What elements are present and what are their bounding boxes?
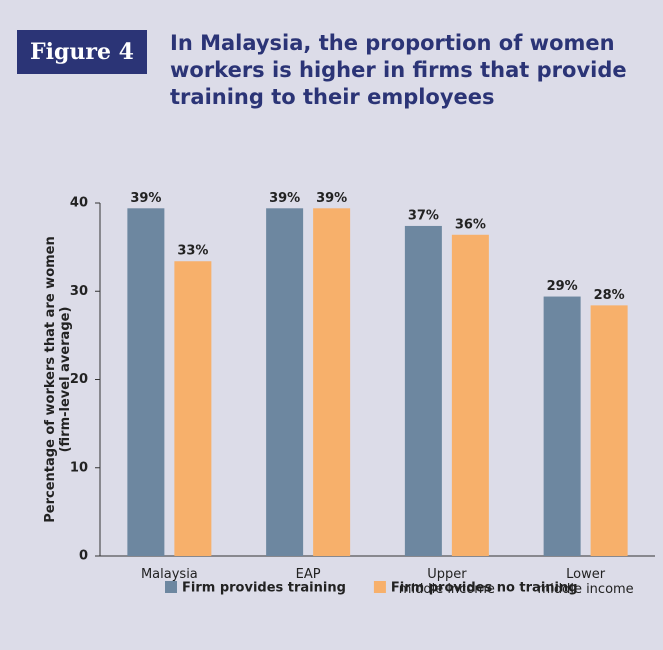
bar (266, 208, 304, 557)
value-label: 33% (177, 244, 208, 259)
bar (404, 225, 442, 556)
x-tick-label-line: Lower (566, 567, 606, 582)
bar (543, 296, 581, 556)
value-label: 39% (269, 191, 300, 206)
y-axis-label-line: Percentage of workers that are women (43, 236, 58, 523)
legend-swatch (373, 581, 386, 593)
x-tick-label-line: EAP (296, 567, 321, 582)
value-label: 37% (408, 208, 439, 223)
y-tick-label: 0 (79, 549, 88, 564)
y-tick-label: 30 (70, 284, 88, 299)
value-label: 39% (130, 191, 161, 206)
bar (127, 208, 165, 557)
y-axis-label-line: (firm-level average) (58, 307, 73, 453)
x-tick-label-line: middle income (538, 582, 634, 597)
figure-label: Figure 4 (17, 30, 147, 74)
value-label: 39% (316, 191, 347, 206)
y-tick-label: 40 (70, 196, 88, 211)
value-label: 28% (594, 288, 625, 303)
y-tick-label: 20 (70, 372, 88, 387)
x-tick-label: EAP (296, 567, 321, 582)
x-tick-label: Upper middle income (399, 567, 495, 597)
chart-title: In Malaysia, the proportion of women wor… (170, 31, 627, 109)
value-label: 29% (547, 279, 578, 294)
bar (174, 261, 212, 556)
bar (590, 305, 628, 556)
x-tick-label-line: Upper (427, 567, 467, 582)
x-tick-label-line: Malaysia (141, 567, 198, 582)
legend-label: Firm provides training (182, 581, 346, 596)
x-tick-label-line: middle income (399, 582, 495, 597)
bar (451, 234, 489, 556)
y-axis-label: Percentage of workers that are women(fir… (43, 236, 73, 523)
bar (313, 208, 351, 557)
value-label: 36% (455, 217, 486, 232)
legend-label: Firm provides no training (391, 581, 578, 596)
legend-swatch (165, 581, 177, 593)
x-tick-label: Lower middle income (538, 567, 634, 597)
x-tick-label: Malaysia (141, 567, 198, 582)
y-tick-label: 10 (70, 460, 88, 475)
